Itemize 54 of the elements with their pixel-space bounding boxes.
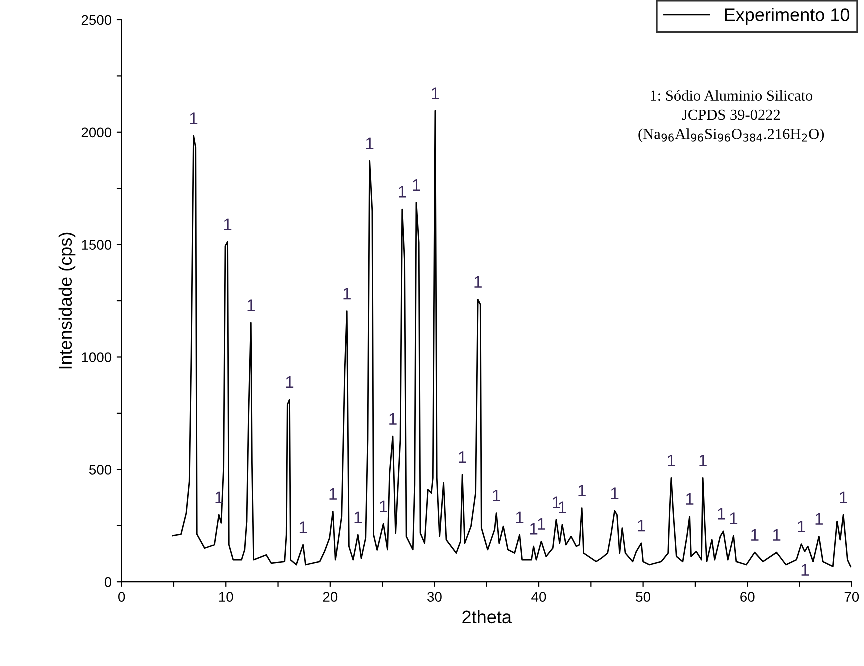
x-tick-label: 40	[532, 592, 546, 602]
annotation: 1	[354, 512, 362, 524]
x-tick-label: 10	[219, 592, 234, 602]
annotation: 1	[773, 529, 781, 541]
x-tick-label: 50	[636, 592, 650, 602]
annotation: 1	[432, 88, 440, 100]
annotation: 1	[300, 522, 308, 534]
annotation: 1	[330, 488, 337, 500]
y-tick-label: 1000	[82, 352, 112, 362]
annotation: 1	[816, 513, 823, 525]
x-tick-label: 0	[118, 592, 126, 602]
annotation: 1	[344, 288, 351, 300]
annotation: 1	[578, 485, 586, 497]
y-tick-label: 500	[89, 464, 112, 475]
annotation: 1	[493, 490, 500, 502]
x-tick-label: 30	[428, 592, 442, 602]
y-tick-label: 0	[104, 577, 112, 588]
x-tick-label: 20	[323, 592, 338, 602]
y-tick-label: 1500	[82, 240, 112, 250]
annotation: 1	[399, 186, 406, 198]
annotation: 1	[553, 496, 560, 508]
annotation: 1	[668, 454, 676, 466]
annotation: 1	[224, 218, 232, 230]
annotation: 1	[611, 488, 619, 500]
annotation: 1	[413, 180, 420, 191]
annotation: 1	[730, 512, 738, 524]
annotation: 1	[559, 502, 566, 514]
y-tick-label: 2000	[82, 128, 112, 138]
annotation: 1	[530, 523, 538, 535]
annotation: 1	[516, 512, 524, 524]
annotation: 1	[248, 300, 255, 312]
x-tick-label: 70	[844, 592, 860, 602]
annotation: 1	[286, 376, 294, 388]
annotation: 1	[752, 529, 759, 541]
annotation: 1	[538, 518, 546, 530]
annotation: 1	[700, 454, 707, 466]
x-axis-title: 2theta	[462, 610, 512, 624]
text: 1: Sódio Aluminio Silicato JCPDS 39-0222 (Na$_{96}$Al$_{96}$Si$_{96}$O$_{384}$.216H$_{2}$O)	[638, 90, 824, 142]
annotation: 1	[380, 500, 388, 512]
x-tick-label: 60	[740, 592, 755, 602]
annotation: 1	[366, 138, 374, 150]
annotation: 1	[638, 520, 646, 532]
annotation: 1	[840, 492, 848, 504]
annotation: 1	[474, 276, 482, 288]
annotation: 1	[718, 508, 726, 520]
legend-label: Experimento 10	[725, 8, 850, 25]
annotation: 1	[190, 112, 198, 124]
annotation: 1	[798, 521, 806, 533]
annotation: 1	[686, 493, 694, 505]
annotation: 1	[459, 452, 466, 464]
annotation: 1	[802, 564, 809, 576]
y-axis-title: Intensidade (cps)	[58, 232, 76, 369]
annotation: 1	[390, 413, 397, 425]
y-tick-label: 2500	[82, 15, 112, 26]
